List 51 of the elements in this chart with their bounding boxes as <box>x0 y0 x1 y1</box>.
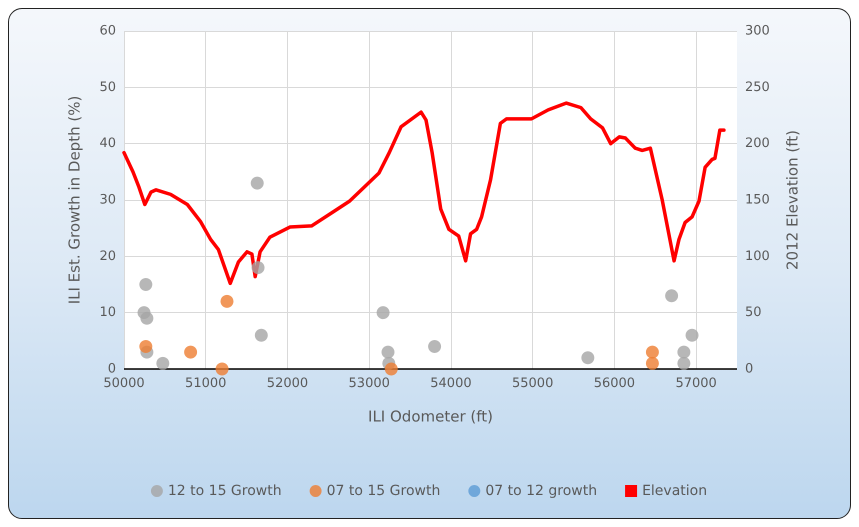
point <box>220 294 234 308</box>
point <box>646 356 659 370</box>
y-tick-label: 40 <box>99 136 116 152</box>
point <box>254 328 268 342</box>
point <box>140 312 154 325</box>
y-tick-label: 30 <box>99 192 116 208</box>
legend-label: Elevation <box>642 483 708 499</box>
x-axis-title: ILI Odometer (ft) <box>368 408 493 426</box>
point <box>428 340 442 353</box>
x-tick-label: 57000 <box>675 376 717 391</box>
y-tick-label: 50 <box>99 80 116 95</box>
y-tick-label: 0 <box>108 362 116 376</box>
y2-axis-title: 2012 Elevation (ft) <box>784 130 802 270</box>
point <box>384 362 398 376</box>
legend-label: 12 to 15 Growth <box>168 483 282 499</box>
point <box>677 356 690 370</box>
point <box>677 346 690 359</box>
y2-tick-label: 300 <box>745 24 770 38</box>
point <box>156 356 170 370</box>
legend-label: 07 to 12 growth <box>485 483 598 499</box>
point <box>139 340 152 353</box>
x-tick-label: 54000 <box>430 376 472 391</box>
point <box>184 346 198 359</box>
point <box>216 362 229 376</box>
point <box>665 289 678 302</box>
point <box>252 261 265 274</box>
x-tick-label: 52000 <box>266 376 308 391</box>
legend-label: 07 to 15 Growth <box>326 483 440 499</box>
point <box>382 346 394 359</box>
y2-tick-label: 0 <box>745 362 754 376</box>
y-axis-title: ILI Est. Growth in Depth (%) <box>66 96 84 304</box>
y2-tick-label: 50 <box>745 305 762 320</box>
y2-tick-label: 200 <box>745 136 770 152</box>
point <box>686 328 699 342</box>
y-tick-label: 10 <box>99 305 116 320</box>
y-tick-label: 60 <box>99 24 116 38</box>
y2-tick-label: 150 <box>745 192 770 208</box>
point <box>581 351 594 364</box>
y2-tick-label: 100 <box>745 248 770 264</box>
point <box>376 306 390 320</box>
point <box>139 278 152 291</box>
point <box>646 346 659 359</box>
x-tick-label: 51000 <box>185 376 226 391</box>
x-tick-label: 53000 <box>348 376 390 391</box>
x-tick-label: 50000 <box>103 376 145 391</box>
x-tick-label: 55000 <box>512 376 554 391</box>
line-series <box>122 101 726 286</box>
y-tick-label: 20 <box>99 248 116 264</box>
x-tick-label: 56000 <box>594 376 636 391</box>
point <box>250 176 264 190</box>
y2-tick-label: 250 <box>745 80 770 95</box>
